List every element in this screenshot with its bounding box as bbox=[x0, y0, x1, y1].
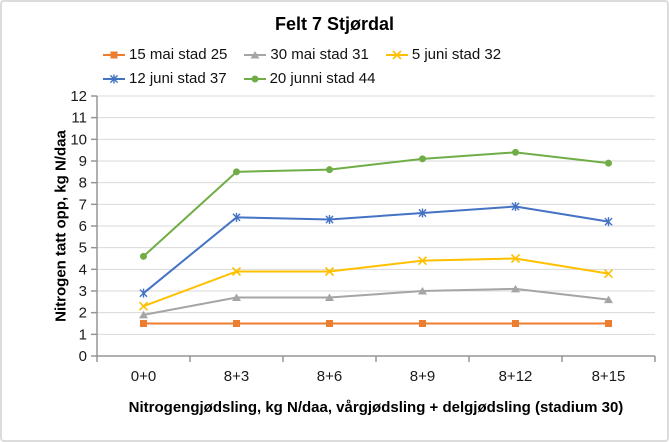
series-marker-x bbox=[603, 269, 614, 279]
series-marker-triangle bbox=[325, 293, 334, 301]
x-tick-label: 8+3 bbox=[224, 368, 249, 385]
x-axis-title: Nitrogengjødsling, kg N/daa, vårgjødslin… bbox=[128, 399, 624, 416]
series-marker-square bbox=[326, 320, 333, 327]
y-tick-label: 2 bbox=[79, 305, 87, 322]
legend-marker-icon bbox=[244, 50, 267, 58]
y-tick-label: 11 bbox=[71, 110, 87, 127]
y-tick-label: 0 bbox=[79, 348, 87, 365]
x-tick-label: 8+9 bbox=[410, 368, 435, 385]
series-marker-x bbox=[231, 266, 242, 277]
series-marker-asterisk bbox=[109, 74, 119, 83]
legend-marker-icon bbox=[103, 74, 125, 83]
series-marker-square bbox=[140, 320, 147, 327]
series-marker-circle bbox=[251, 75, 259, 82]
series-line bbox=[143, 287, 609, 316]
legend-marker-icon bbox=[385, 49, 408, 60]
legend-item: 20 junni stad 44 bbox=[243, 70, 376, 87]
x-tick-label: 8+12 bbox=[499, 368, 533, 385]
series-marker-square bbox=[233, 320, 240, 327]
series-marker-triangle bbox=[139, 310, 148, 319]
series-marker-triangle bbox=[250, 50, 260, 58]
legend-label: 30 mai stad 31 bbox=[270, 46, 369, 63]
series-marker-asterisk bbox=[604, 217, 613, 227]
legend-row: 15 mai stad 25 30 mai stad 31 5 juni stad … bbox=[102, 46, 501, 63]
series-marker-x bbox=[138, 301, 149, 311]
x-tick-label: 0+0 bbox=[131, 368, 156, 385]
legend-label: 5 juni stad 32 bbox=[411, 46, 502, 63]
series-marker-square bbox=[419, 320, 426, 327]
series-marker-square bbox=[605, 320, 612, 327]
y-tick-label: 12 bbox=[70, 88, 87, 105]
y-tick-label: 8 bbox=[79, 175, 87, 192]
series-marker-triangle bbox=[418, 287, 427, 295]
y-tick-label: 4 bbox=[79, 261, 87, 278]
legend-item: 5 juni stad 32 bbox=[385, 46, 501, 63]
series-marker-triangle bbox=[604, 295, 613, 304]
y-axis-title: Nitrogen tatt opp, kg N/daa bbox=[52, 130, 70, 322]
series-marker-asterisk bbox=[139, 288, 148, 298]
legend-row: 12 juni stad 37 20 junni stad 44 bbox=[102, 70, 501, 87]
series-marker-asterisk bbox=[325, 215, 334, 224]
y-tick-label: 10 bbox=[70, 131, 87, 148]
chart-title: Felt 7 Stjørdal bbox=[274, 14, 395, 34]
y-tick-label: 5 bbox=[79, 240, 87, 257]
y-tick-label: 6 bbox=[79, 218, 87, 235]
legend-label: 15 mai stad 25 bbox=[129, 46, 228, 63]
series-marker-x bbox=[417, 256, 428, 266]
series-marker-circle bbox=[419, 155, 426, 163]
legend-item: 12 juni stad 37 bbox=[102, 70, 227, 87]
series-marker-circle bbox=[140, 252, 147, 260]
series-marker-triangle bbox=[511, 284, 520, 293]
legend-label: 20 junni stad 44 bbox=[269, 70, 376, 87]
y-tick-label: 7 bbox=[79, 196, 87, 213]
legend: 15 mai stad 25 30 mai stad 31 5 juni stad … bbox=[102, 46, 501, 87]
series-marker-circle bbox=[605, 159, 612, 167]
legend-item: 15 mai stad 25 bbox=[102, 46, 227, 63]
series-marker-x bbox=[324, 266, 335, 277]
series-line bbox=[143, 257, 609, 308]
series-line bbox=[142, 205, 609, 294]
series-marker-square bbox=[512, 320, 519, 327]
series-line bbox=[142, 151, 609, 258]
series-marker-asterisk bbox=[232, 212, 241, 222]
y-tick-label: 9 bbox=[79, 153, 87, 170]
series-marker-asterisk bbox=[511, 202, 520, 211]
series-marker-asterisk bbox=[418, 208, 427, 218]
x-tick-label: 8+15 bbox=[592, 368, 626, 385]
legend-item: 30 mai stad 31 bbox=[243, 46, 369, 63]
legend-marker-icon bbox=[103, 51, 125, 58]
y-tick-label: 1 bbox=[79, 326, 87, 343]
legend-marker-icon bbox=[243, 75, 266, 82]
series-marker-circle bbox=[326, 166, 333, 174]
series-marker-triangle bbox=[232, 293, 241, 301]
series-marker-circle bbox=[233, 168, 240, 176]
series-marker-x bbox=[392, 49, 402, 60]
legend-label: 12 juni stad 37 bbox=[129, 70, 227, 87]
series-marker-x bbox=[510, 253, 521, 264]
x-tick-label: 8+6 bbox=[317, 368, 342, 385]
series-marker-circle bbox=[512, 148, 519, 156]
series-marker-square bbox=[110, 51, 118, 58]
y-tick-label: 3 bbox=[79, 283, 87, 300]
